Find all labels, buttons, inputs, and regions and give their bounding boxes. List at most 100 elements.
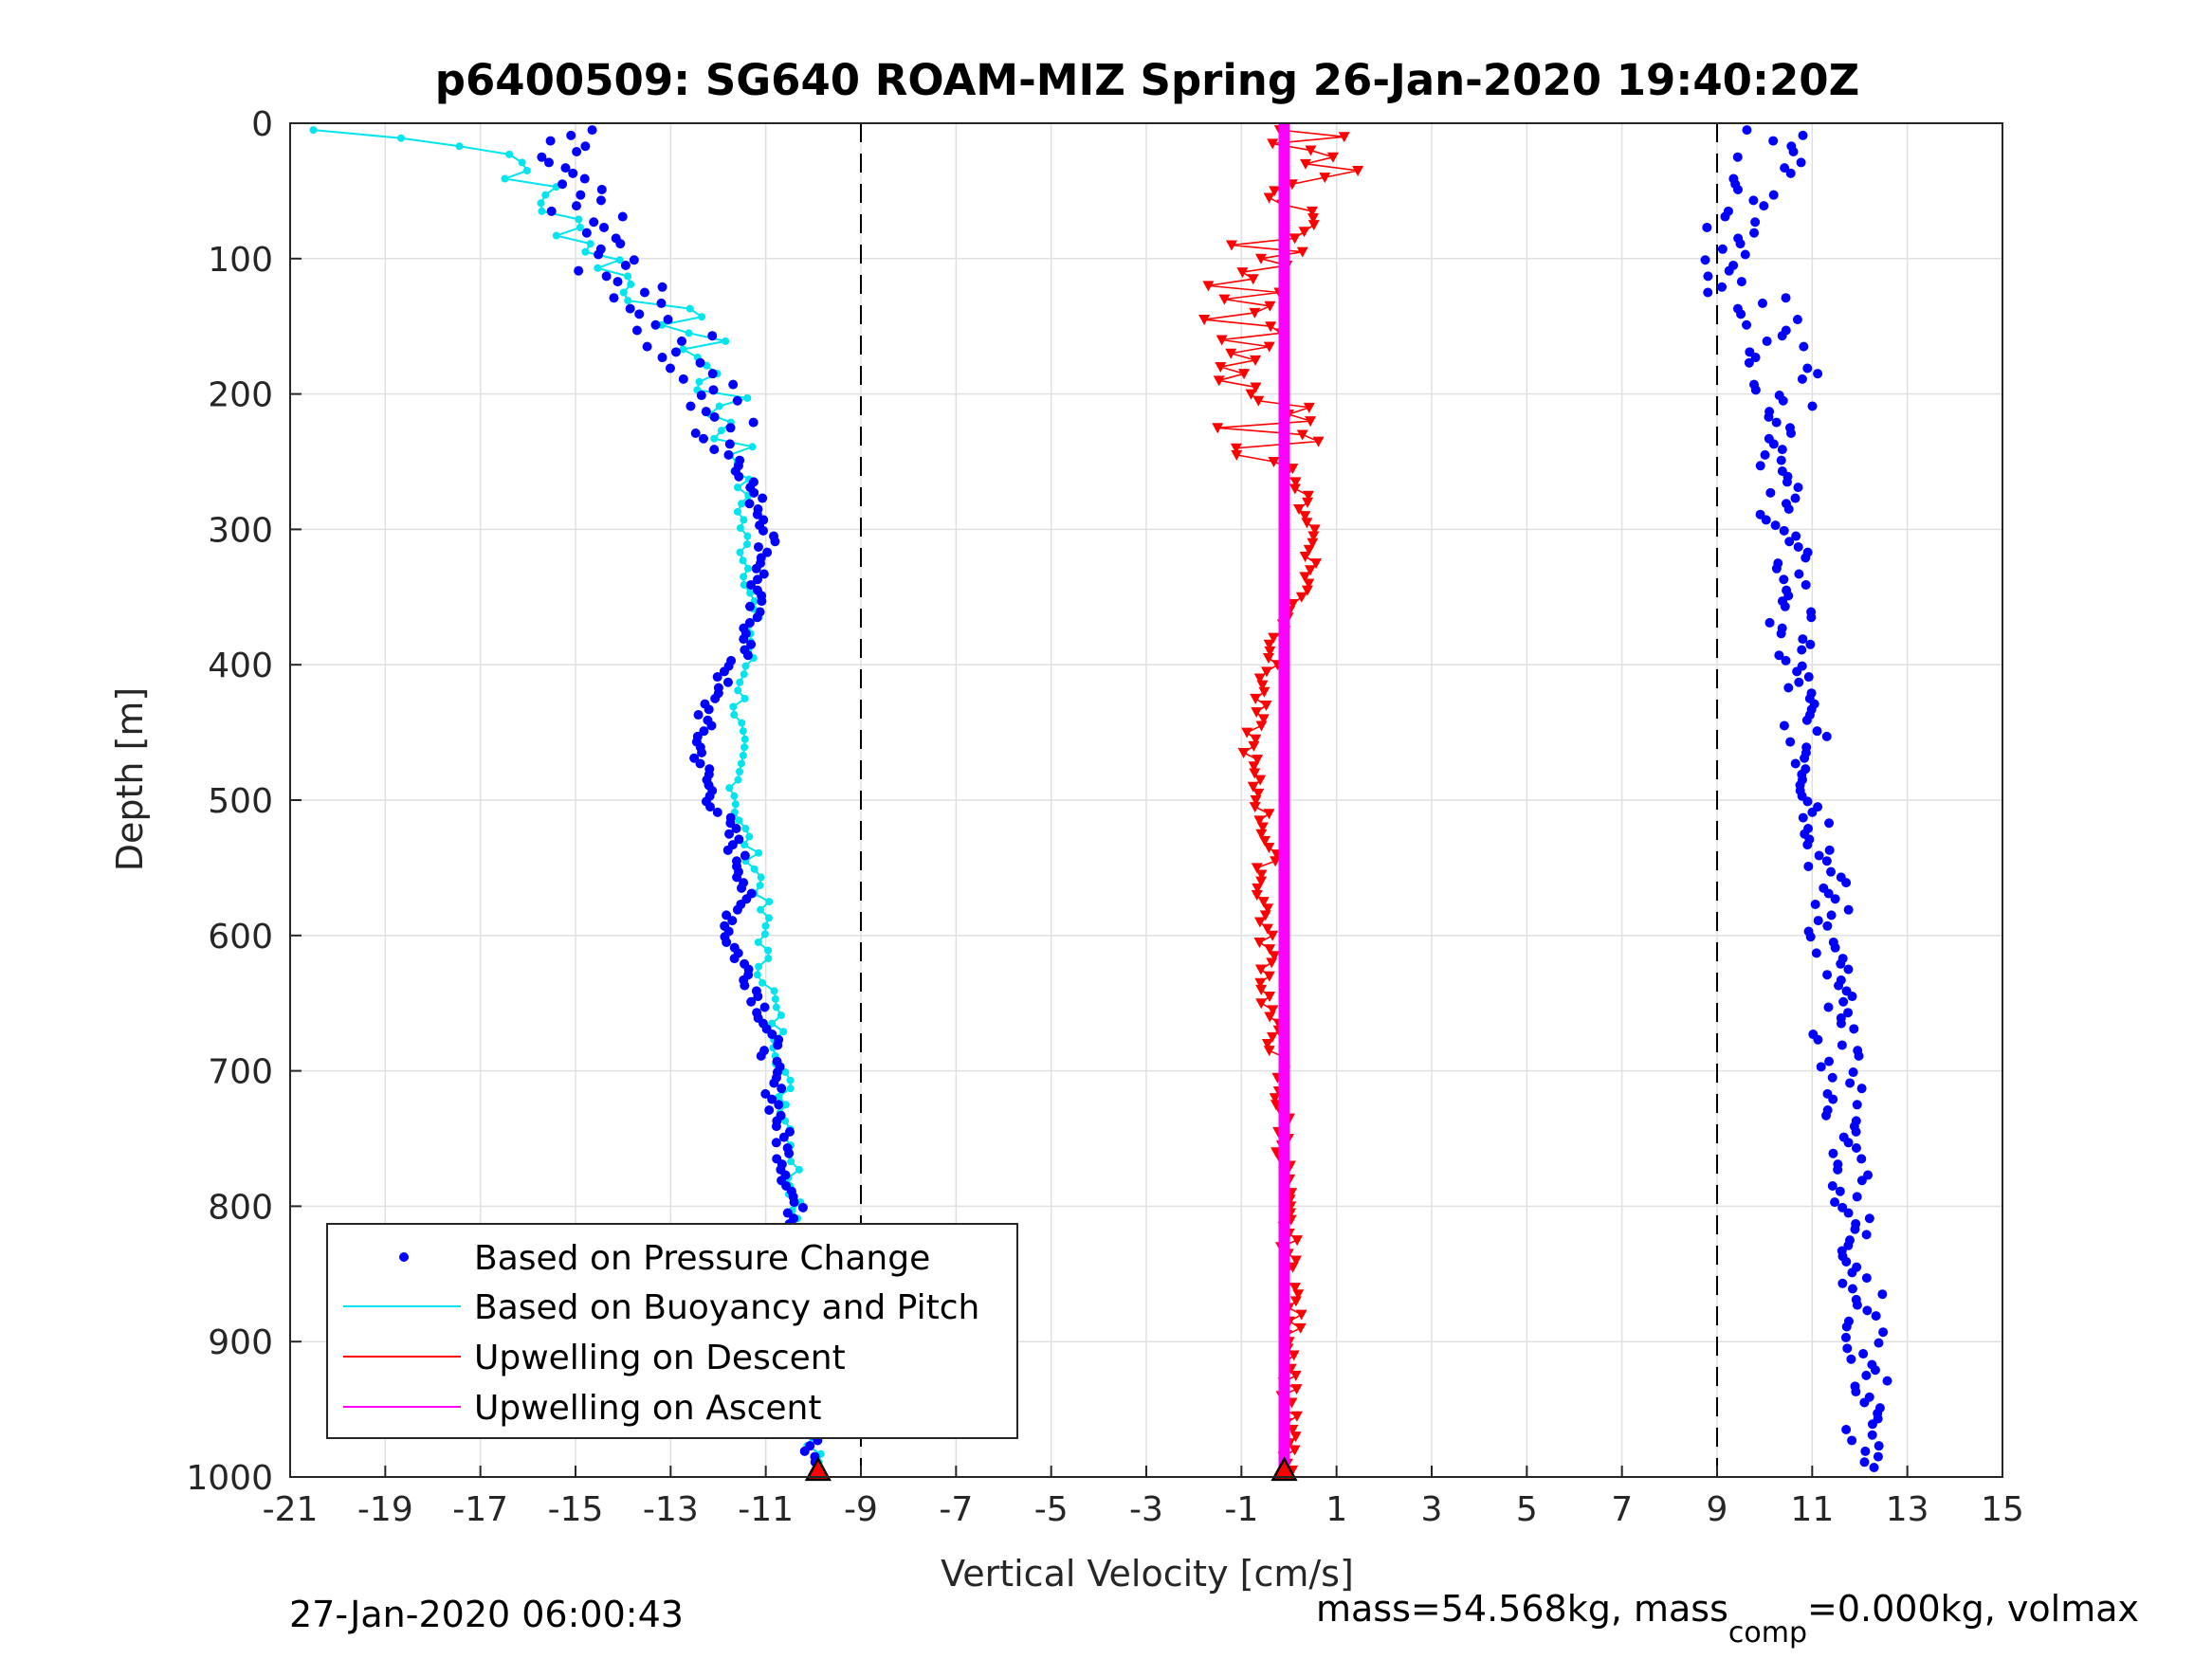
series-pressure-ascent-point bbox=[1847, 992, 1857, 1002]
series-buoyancy-point bbox=[729, 702, 738, 711]
series-buoyancy-point bbox=[734, 686, 742, 695]
series-upwelling-descent-marker bbox=[1269, 186, 1281, 197]
series-upwelling-descent-marker bbox=[1262, 903, 1274, 915]
legend-label-descent: Upwelling on Descent bbox=[474, 1339, 846, 1377]
series-pressure-ascent-point bbox=[1874, 1338, 1884, 1348]
series-upwelling-descent-marker bbox=[1213, 375, 1225, 387]
series-pressure-descent-point bbox=[634, 309, 645, 319]
series-upwelling-descent-marker bbox=[1263, 192, 1275, 204]
series-pressure-ascent-point bbox=[1843, 1208, 1854, 1218]
series-buoyancy-point bbox=[741, 662, 750, 670]
series-pressure-descent-point bbox=[709, 411, 720, 422]
series-upwelling-descent-marker bbox=[1298, 227, 1310, 238]
x-tick-label: -13 bbox=[643, 1490, 699, 1529]
footer-timestamp: 27-Jan-2020 06:00:43 bbox=[289, 1594, 684, 1635]
series-buoyancy-point bbox=[760, 930, 769, 939]
series-pressure-ascent-point bbox=[1852, 1100, 1862, 1110]
series-buoyancy-point bbox=[743, 532, 752, 540]
series-pressure-descent-point bbox=[723, 449, 734, 460]
series-pressure-ascent-point bbox=[1812, 726, 1822, 737]
series-buoyancy-point bbox=[740, 743, 749, 752]
series-pressure-descent-point bbox=[758, 525, 768, 536]
series-buoyancy-point bbox=[679, 345, 687, 354]
series-buoyancy-point bbox=[552, 231, 560, 240]
series-pressure-ascent-point bbox=[1779, 574, 1789, 585]
series-buoyancy-point bbox=[695, 377, 704, 386]
series-buoyancy-point bbox=[741, 824, 750, 832]
series-buoyancy-point bbox=[722, 337, 730, 345]
series-pressure-ascent-point bbox=[1843, 1138, 1854, 1148]
series-pressure-ascent-point bbox=[1841, 1425, 1852, 1435]
series-pressure-descent-point bbox=[757, 596, 767, 607]
y-tick-label: 800 bbox=[208, 1188, 273, 1227]
series-upwelling-descent-marker bbox=[1265, 321, 1277, 333]
series-pressure-ascent-point bbox=[1776, 629, 1786, 639]
series-pressure-ascent-point bbox=[1837, 1202, 1848, 1212]
series-buoyancy-point bbox=[715, 402, 723, 410]
series-pressure-ascent-point bbox=[1805, 932, 1816, 942]
series-pressure-ascent-point bbox=[1843, 1240, 1854, 1250]
series-upwelling-descent-marker bbox=[1253, 917, 1266, 928]
series-buoyancy-point bbox=[764, 946, 773, 955]
series-upwelling-descent-marker bbox=[1266, 1031, 1278, 1043]
series-pressure-descent-point bbox=[581, 228, 592, 238]
series-buoyancy-point bbox=[736, 548, 744, 556]
series-pressure-ascent-point bbox=[1777, 445, 1787, 455]
x-tick-label: 3 bbox=[1421, 1490, 1443, 1529]
series-pressure-ascent-point bbox=[1798, 130, 1808, 140]
series-buoyancy-point bbox=[781, 1101, 790, 1109]
series-buoyancy-point bbox=[757, 873, 765, 882]
series-pressure-ascent-point bbox=[1801, 579, 1811, 590]
series-upwelling-descent-marker bbox=[1250, 734, 1262, 745]
series-pressure-ascent-point bbox=[1824, 1056, 1835, 1066]
series-upwelling-descent-marker bbox=[1254, 964, 1267, 975]
series-pressure-ascent-point bbox=[1785, 168, 1796, 178]
series-upwelling-descent-marker bbox=[1299, 158, 1311, 170]
series-upwelling-descent-marker bbox=[1249, 768, 1261, 779]
series-pressure-ascent-point bbox=[1717, 244, 1728, 254]
series-pressure-ascent-point bbox=[1856, 1084, 1867, 1094]
series-pressure-ascent-point bbox=[1765, 487, 1776, 498]
series-pressure-descent-point bbox=[712, 672, 722, 683]
series-buoyancy-point bbox=[754, 938, 762, 946]
series-pressure-ascent-point bbox=[1861, 1273, 1872, 1284]
series-upwelling-descent-marker bbox=[1257, 897, 1270, 908]
series-pressure-ascent-point bbox=[1861, 1230, 1872, 1240]
series-pressure-descent-point bbox=[739, 634, 749, 645]
series-pressure-descent-point bbox=[568, 168, 578, 178]
series-upwelling-descent-marker bbox=[1247, 274, 1259, 285]
series-pressure-descent-point bbox=[732, 872, 742, 883]
series-pressure-descent-point bbox=[709, 445, 720, 455]
series-buoyancy-point bbox=[501, 174, 509, 183]
series-pressure-descent-point bbox=[642, 341, 652, 352]
legend-label-ascent: Upwelling on Ascent bbox=[474, 1389, 821, 1428]
series-pressure-descent-point bbox=[546, 206, 557, 216]
apogee-marker bbox=[1271, 1456, 1298, 1482]
series-pressure-ascent-point bbox=[1814, 850, 1824, 861]
series-pressure-ascent-point bbox=[1847, 1435, 1857, 1446]
series-pressure-ascent-point bbox=[1805, 639, 1816, 649]
series-buoyancy-point bbox=[505, 150, 514, 158]
series-upwelling-descent-marker bbox=[1312, 436, 1325, 447]
series-pressure-descent-point bbox=[625, 303, 635, 314]
series-pressure-ascent-point bbox=[1781, 293, 1791, 303]
series-pressure-descent-point bbox=[729, 954, 740, 964]
series-pressure-descent-point bbox=[594, 249, 604, 260]
series-upwelling-descent-marker bbox=[1241, 727, 1253, 738]
series-upwelling-descent-marker bbox=[1198, 315, 1211, 326]
series-pressure-ascent-point bbox=[1840, 1332, 1851, 1342]
series-upwelling-descent-marker bbox=[1250, 382, 1262, 393]
series-pressure-descent-point bbox=[665, 363, 675, 374]
series-pressure-descent-point bbox=[580, 141, 591, 152]
y-tick-label: 500 bbox=[208, 782, 273, 821]
series-buoyancy-point bbox=[743, 564, 752, 573]
series-buoyancy-point bbox=[770, 987, 778, 995]
legend: Based on Pressure Change Based on Buoyan… bbox=[326, 1223, 1018, 1439]
series-pressure-ascent-point bbox=[1843, 1008, 1854, 1018]
series-pressure-descent-point bbox=[756, 1050, 766, 1061]
series-pressure-descent-point bbox=[537, 152, 547, 162]
x-tick-label: -15 bbox=[548, 1490, 604, 1529]
series-upwelling-descent-marker bbox=[1255, 829, 1268, 840]
series-pressure-descent-point bbox=[657, 282, 667, 292]
series-upwelling-descent-marker bbox=[1230, 443, 1242, 454]
